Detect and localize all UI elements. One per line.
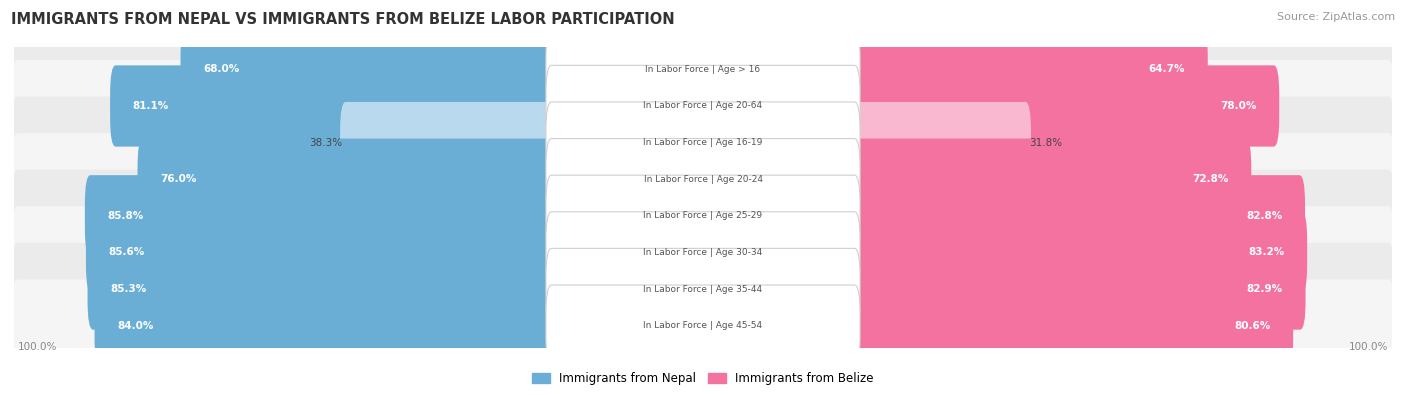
Text: 85.6%: 85.6% [108,247,145,258]
Text: 31.8%: 31.8% [1029,137,1062,148]
Text: 100.0%: 100.0% [1350,342,1389,352]
Text: 100.0%: 100.0% [17,342,56,352]
FancyBboxPatch shape [849,102,1031,183]
Text: 38.3%: 38.3% [309,137,342,148]
Text: IMMIGRANTS FROM NEPAL VS IMMIGRANTS FROM BELIZE LABOR PARTICIPATION: IMMIGRANTS FROM NEPAL VS IMMIGRANTS FROM… [11,12,675,27]
FancyBboxPatch shape [13,243,1393,335]
Text: In Labor Force | Age 16-19: In Labor Force | Age 16-19 [644,138,762,147]
FancyBboxPatch shape [94,285,557,366]
FancyBboxPatch shape [849,212,1308,293]
FancyBboxPatch shape [849,248,1306,330]
FancyBboxPatch shape [849,29,1208,110]
Text: In Labor Force | Age 20-64: In Labor Force | Age 20-64 [644,102,762,111]
FancyBboxPatch shape [13,60,1393,152]
FancyBboxPatch shape [13,96,1393,189]
FancyBboxPatch shape [546,248,860,330]
FancyBboxPatch shape [546,139,860,220]
Text: 84.0%: 84.0% [117,321,153,331]
Text: 82.9%: 82.9% [1247,284,1282,294]
FancyBboxPatch shape [546,102,860,183]
Text: 85.8%: 85.8% [108,211,143,221]
Text: 76.0%: 76.0% [160,174,197,184]
Text: In Labor Force | Age 45-54: In Labor Force | Age 45-54 [644,321,762,330]
FancyBboxPatch shape [340,102,557,183]
Text: In Labor Force | Age 20-24: In Labor Force | Age 20-24 [644,175,762,184]
FancyBboxPatch shape [138,139,557,220]
FancyBboxPatch shape [849,285,1294,366]
Text: In Labor Force | Age > 16: In Labor Force | Age > 16 [645,65,761,74]
FancyBboxPatch shape [546,285,860,366]
FancyBboxPatch shape [546,212,860,293]
FancyBboxPatch shape [110,65,557,147]
FancyBboxPatch shape [849,139,1251,220]
Text: 68.0%: 68.0% [204,64,239,74]
Text: In Labor Force | Age 25-29: In Labor Force | Age 25-29 [644,211,762,220]
FancyBboxPatch shape [849,175,1305,256]
Text: 83.2%: 83.2% [1249,247,1285,258]
FancyBboxPatch shape [546,29,860,110]
Text: 80.6%: 80.6% [1234,321,1271,331]
FancyBboxPatch shape [180,29,557,110]
FancyBboxPatch shape [13,280,1393,372]
FancyBboxPatch shape [86,212,557,293]
Text: In Labor Force | Age 35-44: In Labor Force | Age 35-44 [644,284,762,293]
FancyBboxPatch shape [87,248,557,330]
FancyBboxPatch shape [13,133,1393,225]
FancyBboxPatch shape [13,23,1393,115]
Text: 81.1%: 81.1% [132,101,169,111]
Text: In Labor Force | Age 30-34: In Labor Force | Age 30-34 [644,248,762,257]
Text: 82.8%: 82.8% [1246,211,1282,221]
Text: 64.7%: 64.7% [1149,64,1185,74]
Legend: Immigrants from Nepal, Immigrants from Belize: Immigrants from Nepal, Immigrants from B… [527,367,879,390]
FancyBboxPatch shape [849,65,1279,147]
Text: 78.0%: 78.0% [1220,101,1257,111]
Text: 85.3%: 85.3% [110,284,146,294]
FancyBboxPatch shape [13,206,1393,299]
FancyBboxPatch shape [84,175,557,256]
FancyBboxPatch shape [546,175,860,256]
FancyBboxPatch shape [13,170,1393,262]
Text: 72.8%: 72.8% [1192,174,1229,184]
Text: Source: ZipAtlas.com: Source: ZipAtlas.com [1277,12,1395,22]
FancyBboxPatch shape [546,65,860,147]
